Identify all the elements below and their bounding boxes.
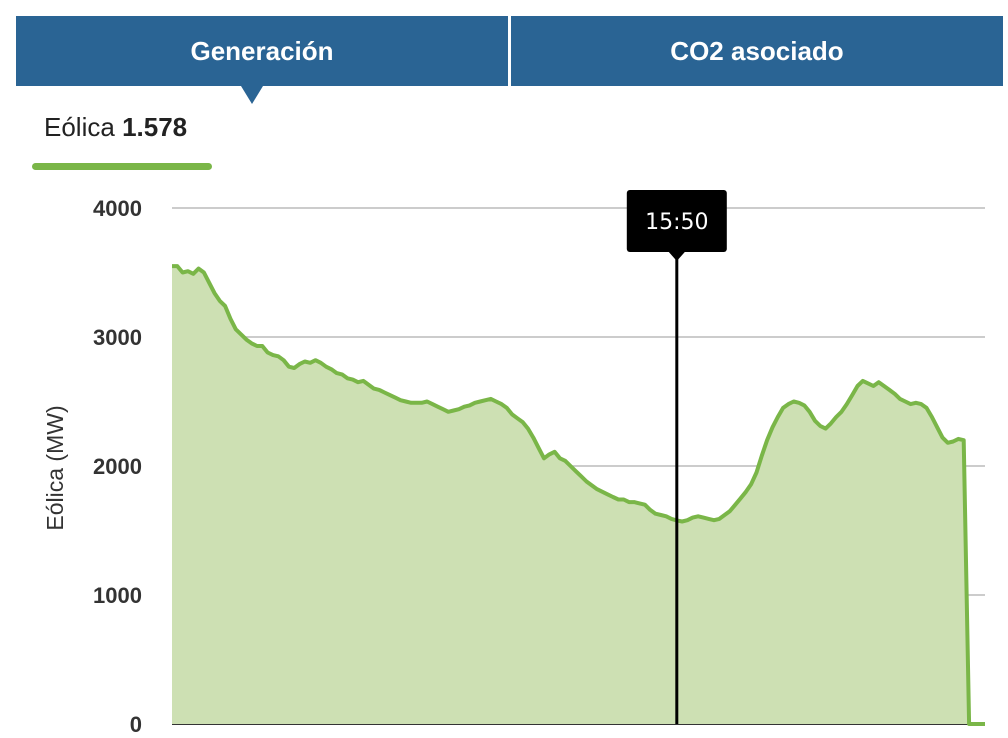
- y-axis-ticks: 0 1000 2000 3000 4000: [93, 196, 142, 737]
- y-tick-label: 4000: [93, 196, 142, 221]
- y-tick-label: 0: [130, 712, 142, 737]
- legend-value: 1.578: [122, 112, 188, 142]
- tab-bar: Generación CO2 asociado: [16, 16, 1003, 86]
- legend-item[interactable]: Eólica 1.578: [32, 112, 212, 170]
- legend-label: Eólica 1.578: [32, 112, 187, 142]
- y-axis-label: Eólica (MW): [42, 405, 68, 530]
- cursor-tooltip-pointer: [668, 252, 685, 261]
- series-line-eolica: [172, 264, 985, 726]
- legend-color-bar: [32, 163, 212, 170]
- y-tick-label: 1000: [93, 583, 142, 608]
- y-tick-label: 2000: [93, 454, 142, 479]
- selected-tab-indicator: [241, 86, 263, 104]
- time-cursor[interactable]: 15:50: [626, 190, 727, 724]
- y-tick-label: 3000: [93, 325, 142, 350]
- legend-series-name: Eólica: [44, 112, 115, 142]
- cursor-tooltip: [626, 190, 727, 252]
- tab-co2-asociado[interactable]: CO2 asociado: [508, 16, 1003, 86]
- cursor-time-label: 15:50: [645, 210, 708, 235]
- tab-generacion[interactable]: Generación: [190, 35, 334, 66]
- series-area-eolica: [172, 266, 985, 724]
